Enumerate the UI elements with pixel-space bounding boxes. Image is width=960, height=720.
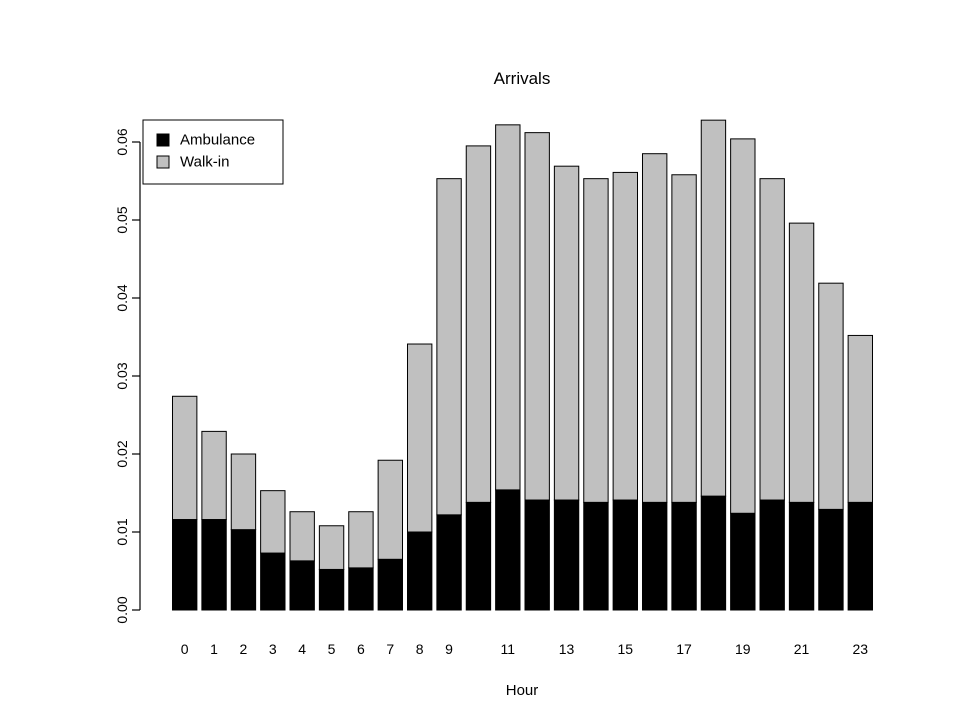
- legend: Ambulance Walk-in: [142, 119, 284, 185]
- y-tick-label: 0.02: [114, 440, 130, 467]
- legend-label-ambulance: Ambulance: [180, 132, 255, 149]
- x-tick-label: 15: [618, 641, 634, 657]
- bar-ambulance-23: [847, 501, 874, 611]
- bar-ambulance-0: [171, 519, 198, 611]
- legend-swatch-walk-in: [156, 155, 170, 169]
- x-tick-label: 13: [559, 641, 575, 657]
- bar-ambulance-10: [465, 501, 492, 611]
- bar-walk-in-14: [583, 178, 609, 503]
- x-tick-label: 2: [240, 641, 248, 657]
- bar-walk-in-12: [524, 132, 550, 501]
- bar-ambulance-12: [524, 499, 550, 611]
- bar-walk-in-7: [377, 459, 404, 560]
- bar-ambulance-1: [201, 519, 227, 611]
- x-tick-label: 8: [416, 641, 424, 657]
- x-tick-label: 7: [386, 641, 394, 657]
- bar-ambulance-4: [289, 560, 315, 611]
- x-tick-label: 0: [181, 641, 189, 657]
- bar-walk-in-15: [612, 171, 639, 501]
- bar-ambulance-22: [818, 508, 844, 611]
- x-tick-label: 6: [357, 641, 365, 657]
- bar-walk-in-2: [230, 453, 257, 531]
- x-tick-label: 9: [445, 641, 453, 657]
- bar-ambulance-17: [671, 501, 697, 611]
- y-tick-label: 0.06: [114, 128, 130, 155]
- bar-walk-in-10: [465, 145, 492, 503]
- bar-walk-in-18: [700, 119, 727, 497]
- bar-ambulance-13: [553, 499, 580, 611]
- x-axis-label: Hour: [506, 682, 539, 699]
- bar-walk-in-1: [201, 430, 227, 521]
- y-tick-label: 0.03: [114, 362, 130, 389]
- bar-ambulance-14: [583, 501, 609, 611]
- bar-ambulance-2: [230, 529, 257, 611]
- legend-label-walk-in: Walk-in: [180, 154, 229, 171]
- x-tick-label: 3: [269, 641, 277, 657]
- bar-ambulance-15: [612, 499, 639, 611]
- x-tick-label: 23: [853, 641, 869, 657]
- bar-ambulance-7: [377, 558, 404, 611]
- bar-walk-in-0: [171, 395, 198, 521]
- bar-walk-in-4: [289, 511, 315, 562]
- y-tick-label: 0.01: [114, 518, 130, 545]
- bar-walk-in-16: [641, 153, 668, 503]
- bar-walk-in-22: [818, 282, 844, 510]
- x-tick-label: 17: [676, 641, 692, 657]
- x-axis: 0 1 2 3 4 5 6 7 8 9 11 13 15 17 19 21 23: [181, 641, 869, 657]
- y-axis: 0.00 0.01 0.02 0.03 0.04 0.05 0.06: [114, 128, 141, 624]
- bar-ambulance-19: [730, 512, 756, 611]
- bar-walk-in-23: [847, 334, 874, 503]
- bar-walk-in-20: [759, 178, 785, 501]
- bar-ambulance-20: [759, 499, 785, 611]
- bar-walk-in-9: [436, 178, 462, 516]
- legend-box: [142, 119, 284, 185]
- bar-ambulance-5: [318, 568, 345, 611]
- bar-ambulance-11: [495, 489, 521, 611]
- x-tick-label: 21: [794, 641, 810, 657]
- bar-ambulance-9: [436, 514, 462, 611]
- bar-walk-in-11: [495, 124, 521, 491]
- y-tick-label: 0.04: [114, 284, 130, 311]
- x-tick-label: 4: [298, 641, 306, 657]
- bar-walk-in-5: [318, 525, 345, 570]
- bar-ambulance-16: [641, 501, 668, 611]
- bar-walk-in-17: [671, 174, 697, 503]
- x-tick-label: 1: [210, 641, 218, 657]
- y-tick-label: 0.05: [114, 206, 130, 233]
- bar-walk-in-3: [260, 490, 286, 554]
- bar-walk-in-19: [730, 138, 756, 514]
- bar-ambulance-8: [406, 531, 433, 611]
- bar-ambulance-3: [260, 552, 286, 611]
- bar-walk-in-6: [348, 511, 374, 569]
- x-tick-label: 11: [501, 641, 516, 657]
- bar-ambulance-21: [788, 501, 815, 611]
- bar-walk-in-21: [788, 222, 815, 503]
- x-tick-label: 5: [328, 641, 336, 657]
- y-tick-label: 0.00: [114, 596, 130, 623]
- bar-ambulance-18: [700, 495, 727, 611]
- bars: [171, 119, 874, 611]
- chart-title: Arrivals: [494, 69, 551, 88]
- x-tick-label: 19: [735, 641, 751, 657]
- bar-walk-in-8: [406, 343, 433, 533]
- legend-swatch-ambulance: [156, 133, 170, 147]
- bar-walk-in-13: [553, 165, 580, 501]
- bar-ambulance-6: [348, 567, 374, 611]
